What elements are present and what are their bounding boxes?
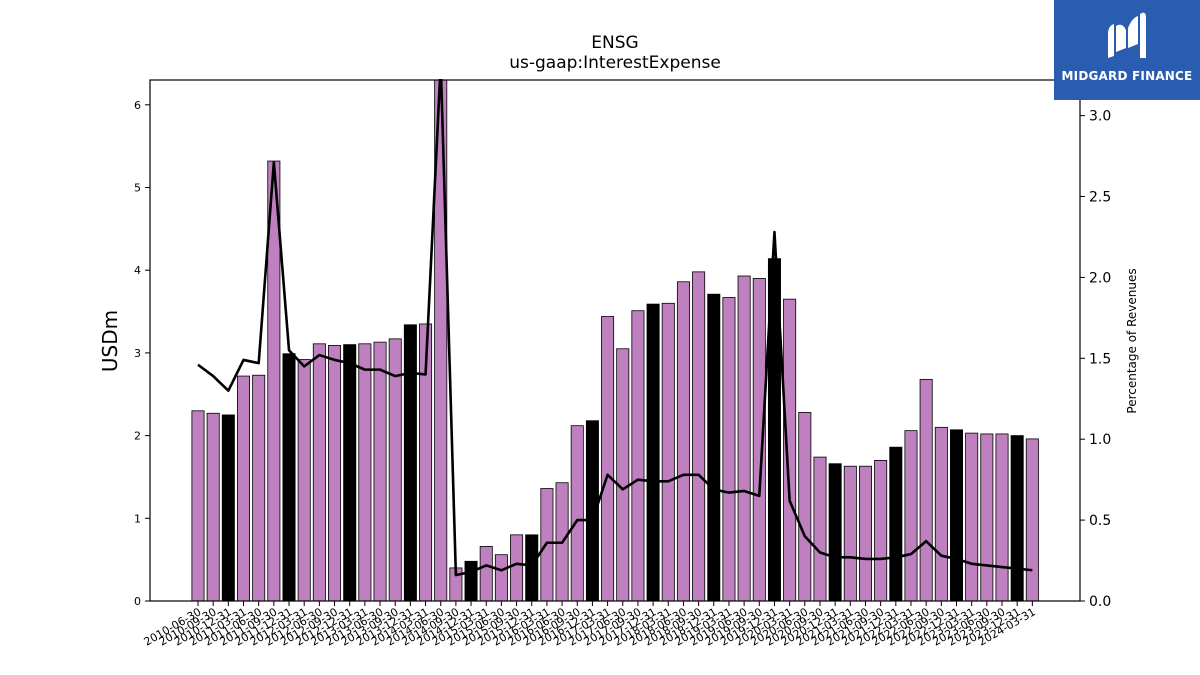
bar — [722, 297, 736, 602]
bar — [813, 456, 827, 602]
bar — [358, 343, 372, 602]
bar — [464, 560, 478, 602]
y2-tick-label: 3.0 — [1089, 109, 1111, 125]
brand-logo: MIDGARD FINANCE — [1054, 0, 1200, 100]
bar — [919, 378, 933, 602]
bar — [843, 465, 857, 602]
y2-tick-label: 2.5 — [1089, 189, 1111, 205]
bar — [798, 412, 812, 602]
bar — [237, 375, 251, 602]
bar — [1025, 438, 1039, 602]
right-axis-ticks: 0.0 0.5 1.0 1.5 2.0 2.5 3.0 — [1080, 109, 1111, 610]
bar-series — [191, 79, 1039, 602]
y-tick-label: 6 — [134, 99, 141, 112]
bar — [980, 433, 994, 602]
bar — [373, 341, 387, 602]
y2-tick-label: 1.0 — [1089, 432, 1111, 448]
left-axis-ticks: 0 1 2 3 4 5 6 — [134, 99, 150, 608]
bar — [297, 359, 311, 602]
logo-mark-icon — [1108, 12, 1146, 59]
bar — [707, 293, 721, 602]
bar — [601, 316, 615, 602]
bar — [494, 554, 508, 602]
bar — [646, 303, 660, 602]
plot-top-mask — [148, 0, 1082, 79]
y-tick-label: 3 — [134, 347, 141, 360]
percentage-line — [197, 62, 1033, 577]
bar — [221, 414, 235, 602]
bar — [692, 271, 706, 602]
y-tick-label: 5 — [134, 182, 141, 195]
bar — [328, 345, 342, 602]
x-axis-ticks: 2010-06-302010-09-302010-12-312011-03-31… — [142, 601, 1038, 649]
y2-axis-label: Percentage of Revenues — [1125, 268, 1139, 413]
bar — [479, 546, 493, 602]
y-tick-label: 0 — [134, 595, 141, 608]
y-axis-label: USDm — [98, 310, 122, 372]
bar — [252, 374, 266, 602]
y2-tick-label: 0.5 — [1089, 513, 1111, 529]
y2-tick-label: 0.0 — [1089, 594, 1111, 610]
bar — [191, 410, 205, 602]
bar — [206, 412, 220, 602]
bar — [312, 343, 326, 602]
plot-frame — [149, 79, 1081, 602]
y2-tick-label: 2.0 — [1089, 270, 1111, 286]
bar — [737, 275, 751, 602]
line-series — [197, 62, 1033, 577]
bar — [343, 344, 357, 602]
logo-text: MIDGARD FINANCE — [1061, 69, 1193, 83]
bar — [403, 324, 417, 602]
y2-tick-label: 1.5 — [1089, 351, 1111, 367]
y-tick-label: 1 — [134, 512, 141, 525]
bar — [934, 426, 948, 602]
y-tick-label: 4 — [134, 264, 141, 277]
bar — [510, 534, 524, 602]
chart-subtitle: us-gaap:InterestExpense — [509, 53, 721, 73]
bar — [631, 310, 645, 602]
bar — [858, 465, 872, 602]
bar — [661, 302, 675, 602]
bar — [525, 534, 539, 602]
bar — [965, 432, 979, 602]
bar — [1010, 435, 1024, 602]
bar — [874, 460, 888, 602]
axes — [148, 0, 1082, 602]
bar — [388, 338, 402, 602]
bar — [616, 348, 630, 602]
bar — [282, 353, 296, 602]
y-tick-label: 2 — [134, 430, 141, 443]
bar — [570, 425, 584, 602]
bar — [995, 433, 1009, 602]
chart-title: ENSG — [591, 33, 639, 53]
bar — [676, 281, 690, 602]
bar — [783, 298, 797, 602]
bar — [950, 429, 964, 602]
bar — [904, 430, 918, 602]
bar — [828, 463, 842, 602]
bar — [889, 446, 903, 602]
